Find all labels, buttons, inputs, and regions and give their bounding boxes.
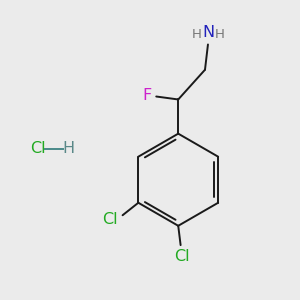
Text: Cl: Cl [30, 141, 46, 156]
Text: H: H [63, 141, 75, 156]
Text: F: F [143, 88, 152, 103]
Text: Cl: Cl [102, 212, 117, 227]
Text: N: N [202, 25, 214, 40]
Text: Cl: Cl [175, 249, 190, 264]
Text: H: H [192, 28, 202, 41]
Text: H: H [214, 28, 224, 41]
